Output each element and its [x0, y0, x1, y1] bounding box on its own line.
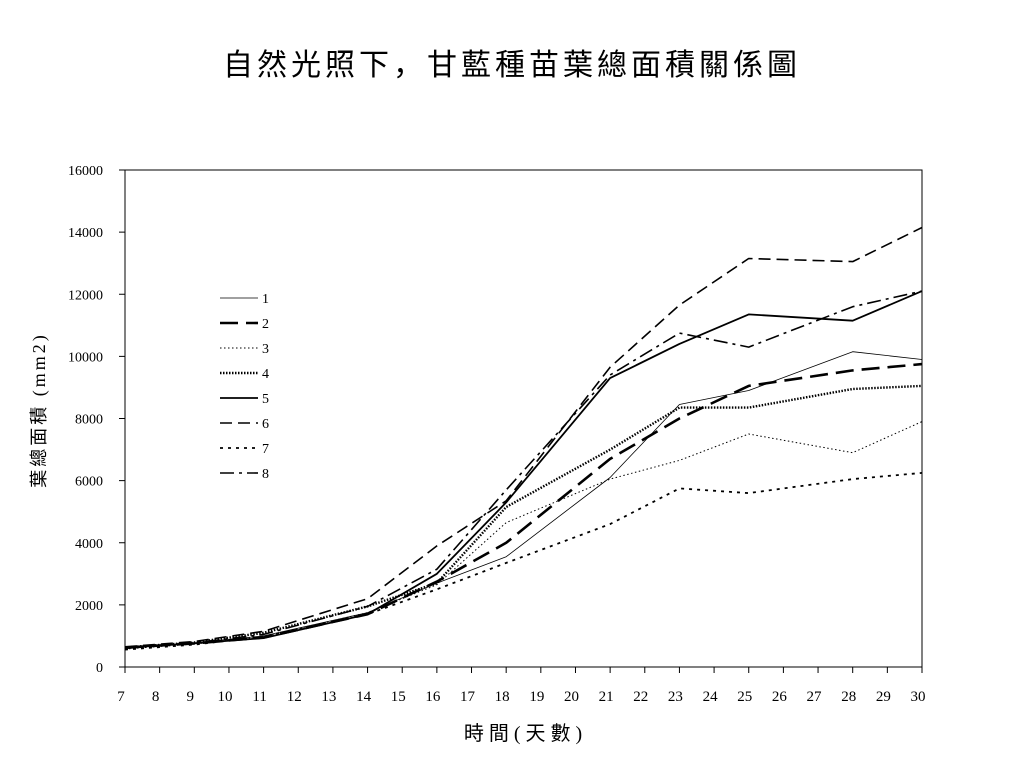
chart-title: 自然光照下，甘藍種苗葉總面積關係圖	[223, 48, 801, 83]
series-line-8	[124, 290, 923, 650]
x-tick-label: 11	[252, 689, 266, 705]
legend-label-3: 3	[262, 342, 269, 357]
series-line-5	[124, 290, 923, 649]
x-tick-label: 28	[841, 689, 856, 705]
x-tick-label: 24	[703, 689, 719, 705]
x-tick-label: 27	[807, 689, 823, 705]
x-tick-label: 14	[356, 689, 372, 705]
legend-label-2: 2	[262, 317, 269, 332]
y-tick-label: 14000	[68, 226, 103, 241]
series-line-4	[124, 384, 923, 649]
y-tick-label: 4000	[75, 537, 103, 552]
x-tick-label: 12	[287, 689, 302, 705]
x-tick-label: 23	[668, 689, 683, 705]
y-tick-label: 12000	[68, 288, 103, 303]
y-tick-label: 0	[96, 661, 103, 676]
y-tick-label: 8000	[75, 413, 103, 428]
legend-label-6: 6	[262, 417, 269, 432]
legend-label-5: 5	[262, 392, 269, 407]
x-tick-label: 22	[633, 689, 648, 705]
x-tick-label: 19	[529, 689, 544, 705]
x-tick-label: 29	[876, 689, 891, 705]
x-tick-label: 8	[152, 689, 160, 705]
y-tick-label: 10000	[68, 350, 103, 365]
x-tick-label: 25	[737, 689, 752, 705]
x-tick-label: 7	[117, 689, 125, 705]
x-tick-label: 10	[217, 689, 232, 705]
legend-label-1: 1	[262, 292, 269, 307]
y-tick-label: 16000	[68, 164, 103, 179]
y-tick-label: 6000	[75, 475, 103, 490]
plot-area	[124, 169, 923, 668]
x-tick-label: 13	[321, 689, 336, 705]
x-tick-label: 15	[391, 689, 406, 705]
series-lines	[124, 226, 923, 651]
x-tick-label: 9	[187, 689, 195, 705]
y-tick-label: 2000	[75, 599, 103, 614]
x-tick-label: 30	[911, 689, 926, 705]
x-axis: 7 8 9 10 11 12 13 14 15 16 17 18 19 20 21 22 23 24 25 26 27 2…	[117, 667, 926, 705]
x-axis-label: 時 間 ( 天 數 )	[464, 722, 582, 745]
x-tick-label: 20	[564, 689, 579, 705]
legend-label-4: 4	[262, 367, 269, 382]
x-tick-label: 21	[599, 689, 614, 705]
series-line-7	[124, 472, 923, 651]
series-line-6	[124, 226, 923, 648]
x-tick-label: 17	[460, 689, 476, 705]
legend-label-8: 8	[262, 467, 269, 482]
legend: 1 2 3 4 5 6 7 8	[220, 292, 269, 482]
y-axis-label: 葉總面積 (mm2)	[29, 332, 50, 488]
x-tick-label: 18	[495, 689, 510, 705]
x-tick-label: 26	[772, 689, 788, 705]
legend-label-7: 7	[262, 442, 269, 457]
y-axis: 0 2000 4000 6000 8000 10000 12000 14000 16000	[68, 164, 125, 676]
x-tick-label: 16	[425, 689, 441, 705]
